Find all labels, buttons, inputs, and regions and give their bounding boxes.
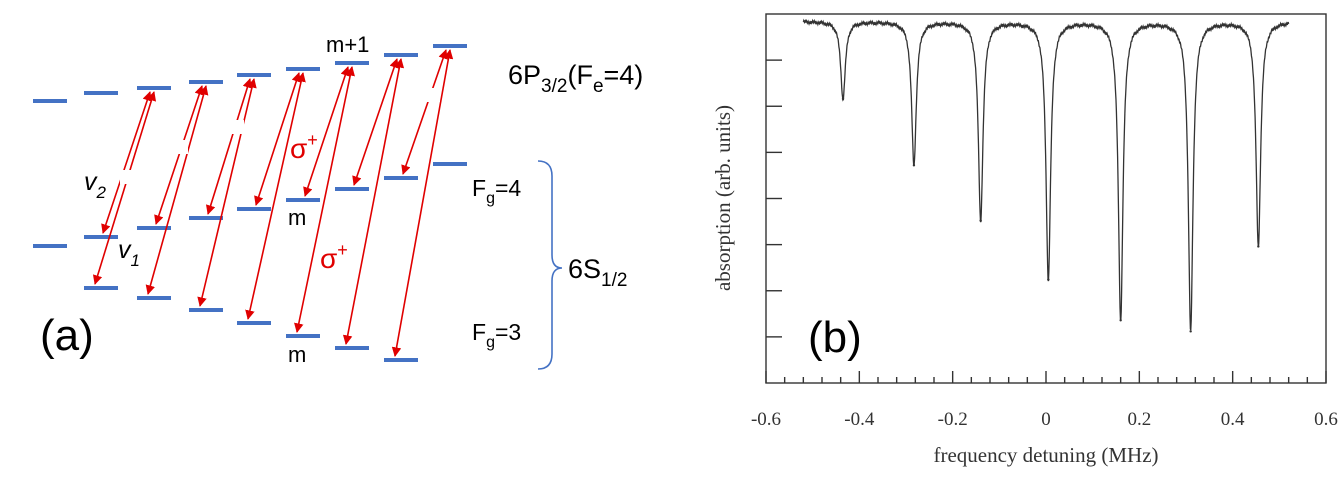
- nu2-label: v2: [84, 168, 107, 202]
- x-tick-label: -0.6: [751, 409, 781, 430]
- transition-arrows: [92, 49, 454, 357]
- transition-nu2: [154, 85, 204, 225]
- absorption-dip: [979, 219, 982, 222]
- sigma-plus-lower: σ+: [320, 240, 348, 274]
- absorption-dip: [1047, 278, 1050, 281]
- absorption-trace: [802, 18, 1290, 331]
- arrow-gaps: [120, 88, 440, 184]
- transition-nu1: [92, 91, 157, 285]
- panel-b-label: (b): [808, 313, 862, 362]
- transition-nu1: [391, 49, 454, 357]
- x-tick-label: -0.4: [844, 409, 875, 430]
- absorption-dip: [912, 164, 916, 167]
- x-tick-label: 0.4: [1221, 409, 1245, 430]
- absorption-dips: [841, 97, 1260, 333]
- fg4-sublevels: [33, 162, 467, 248]
- transition-nu1: [342, 58, 405, 345]
- fg3-label: Fg=3: [472, 319, 521, 351]
- transition-nu2: [205, 78, 253, 215]
- absorption-chart: -0.6 -0.4 -0.2 0 0.2 0.4 0.6 frequency detunin…: [711, 13, 1338, 467]
- label-m-plus-1: m+1: [326, 32, 369, 57]
- label-m-upper: m: [288, 205, 306, 230]
- nu1-label: v1: [118, 236, 140, 270]
- x-tick-label: 0: [1041, 409, 1051, 430]
- absorption-dip: [1257, 245, 1260, 248]
- ground-state-label: 6S1/2: [568, 254, 627, 291]
- absorption-dip: [1189, 330, 1192, 333]
- x-tick-label: 0.2: [1127, 409, 1151, 430]
- ground-state-bracket: [537, 160, 563, 370]
- energy-level-diagram: 6P3/2(Fe=4) m+1 m m Fg=4 Fg=3 6S1/2 σ+ σ…: [33, 32, 643, 370]
- x-ticks: [765, 371, 1327, 383]
- x-tick-labels: -0.6 -0.4 -0.2 0 0.2 0.4 0.6: [751, 409, 1338, 430]
- sigma-plus-upper: σ+: [290, 130, 318, 164]
- x-tick-label: 0.6: [1314, 409, 1338, 430]
- x-tick-label: -0.2: [938, 409, 968, 430]
- panel-a-label: (a): [40, 311, 94, 360]
- y-axis-label: absorption (arb. units): [711, 105, 735, 291]
- absorption-dip: [1119, 319, 1122, 322]
- transition-nu2: [101, 91, 152, 234]
- transition-nu2: [352, 58, 399, 186]
- absorption-dip: [841, 97, 845, 101]
- transition-nu1: [294, 66, 355, 333]
- x-axis-label: frequency detuning (MHz): [933, 443, 1158, 467]
- transition-nu1: [197, 78, 257, 307]
- label-m-lower: m: [288, 342, 306, 367]
- excited-state-label: 6P3/2(Fe=4): [508, 60, 643, 97]
- transition-nu1: [245, 72, 306, 320]
- fg3-sublevels: [84, 286, 418, 362]
- fg4-label: Fg=4: [472, 175, 521, 207]
- transition-nu1: [145, 85, 209, 295]
- y-ticks: [766, 59, 782, 338]
